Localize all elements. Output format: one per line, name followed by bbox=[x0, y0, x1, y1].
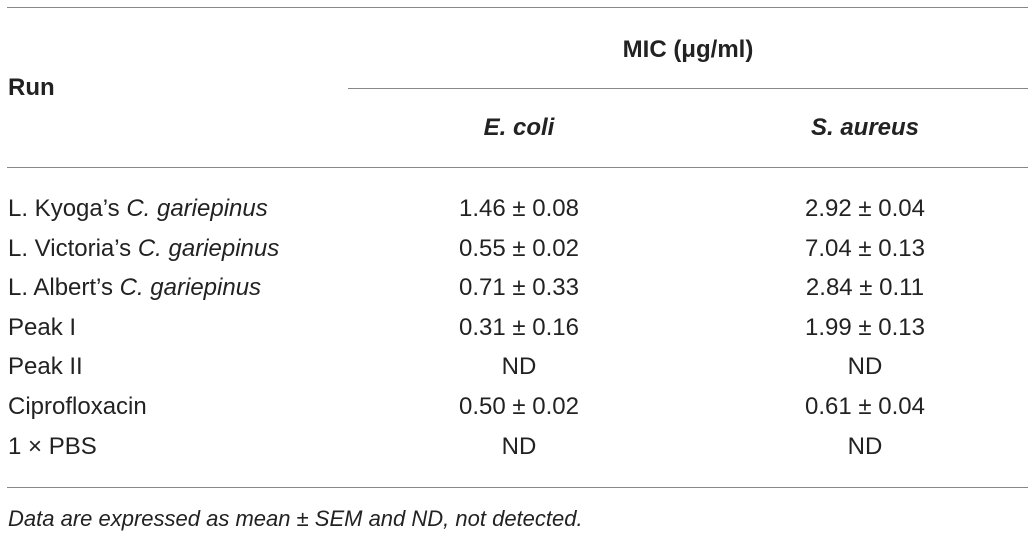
cell: 2.92 ± 0.04 bbox=[805, 195, 925, 222]
cell: ND bbox=[501, 353, 537, 381]
cell: ND bbox=[847, 353, 883, 381]
row-label: Peak II bbox=[8, 352, 83, 382]
cell: 0.31 ± 0.16 bbox=[459, 313, 579, 341]
row-label: L. Kyoga’s C. gariepinus bbox=[8, 194, 268, 224]
bottom-rule bbox=[7, 487, 1028, 488]
cell: 0.50 ± 0.02 bbox=[459, 393, 579, 420]
group-header: MIC (μg/ml) bbox=[622, 36, 754, 63]
cell: ND bbox=[847, 432, 883, 460]
cell: 1.46 ± 0.08 bbox=[459, 195, 579, 222]
row-label: Ciprofloxacin bbox=[8, 392, 147, 422]
row-label: L. Albert’s C. gariepinus bbox=[8, 273, 261, 303]
cell: ND bbox=[501, 432, 537, 460]
row-label-part: C. gariepinus bbox=[126, 195, 268, 222]
cell: 0.61 ± 0.04 bbox=[805, 393, 925, 420]
row-label: Peak I bbox=[8, 313, 76, 343]
cell: 2.84 ± 0.11 bbox=[805, 274, 925, 302]
row-label-part: L. Albert’s bbox=[8, 274, 120, 302]
cell: 1.99 ± 0.13 bbox=[805, 313, 925, 341]
column-header: E. coli bbox=[483, 114, 555, 141]
header-rule bbox=[7, 167, 1028, 168]
footnote: Data are expressed as mean ± SEM and ND,… bbox=[8, 506, 583, 531]
cell: 0.55 ± 0.02 bbox=[459, 234, 579, 262]
row-label-part: L. Kyoga’s bbox=[8, 195, 127, 222]
column-header: S. aureus bbox=[810, 114, 920, 141]
row-label: L. Victoria’s C. gariepinus bbox=[8, 234, 279, 264]
row-label-part: Ciprofloxacin bbox=[8, 393, 147, 420]
row-label-part: C. gariepinus bbox=[137, 234, 280, 262]
row-label-part: 1 × PBS bbox=[8, 432, 97, 460]
row-label-part: L. Victoria’s bbox=[8, 234, 138, 262]
top-rule bbox=[7, 7, 1028, 8]
group-rule bbox=[348, 88, 1028, 89]
row-label-part: C. gariepinus bbox=[119, 274, 262, 302]
row-header: Run bbox=[8, 74, 55, 101]
cell: 7.04 ± 0.13 bbox=[805, 234, 925, 262]
row-label-part: Peak I bbox=[8, 313, 77, 341]
row-label-part: Peak II bbox=[8, 353, 83, 381]
cell: 0.71 ± 0.33 bbox=[459, 274, 579, 302]
row-label: 1 × PBS bbox=[8, 432, 97, 462]
